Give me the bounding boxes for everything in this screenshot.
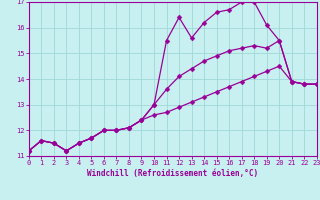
X-axis label: Windchill (Refroidissement éolien,°C): Windchill (Refroidissement éolien,°C)	[87, 169, 258, 178]
